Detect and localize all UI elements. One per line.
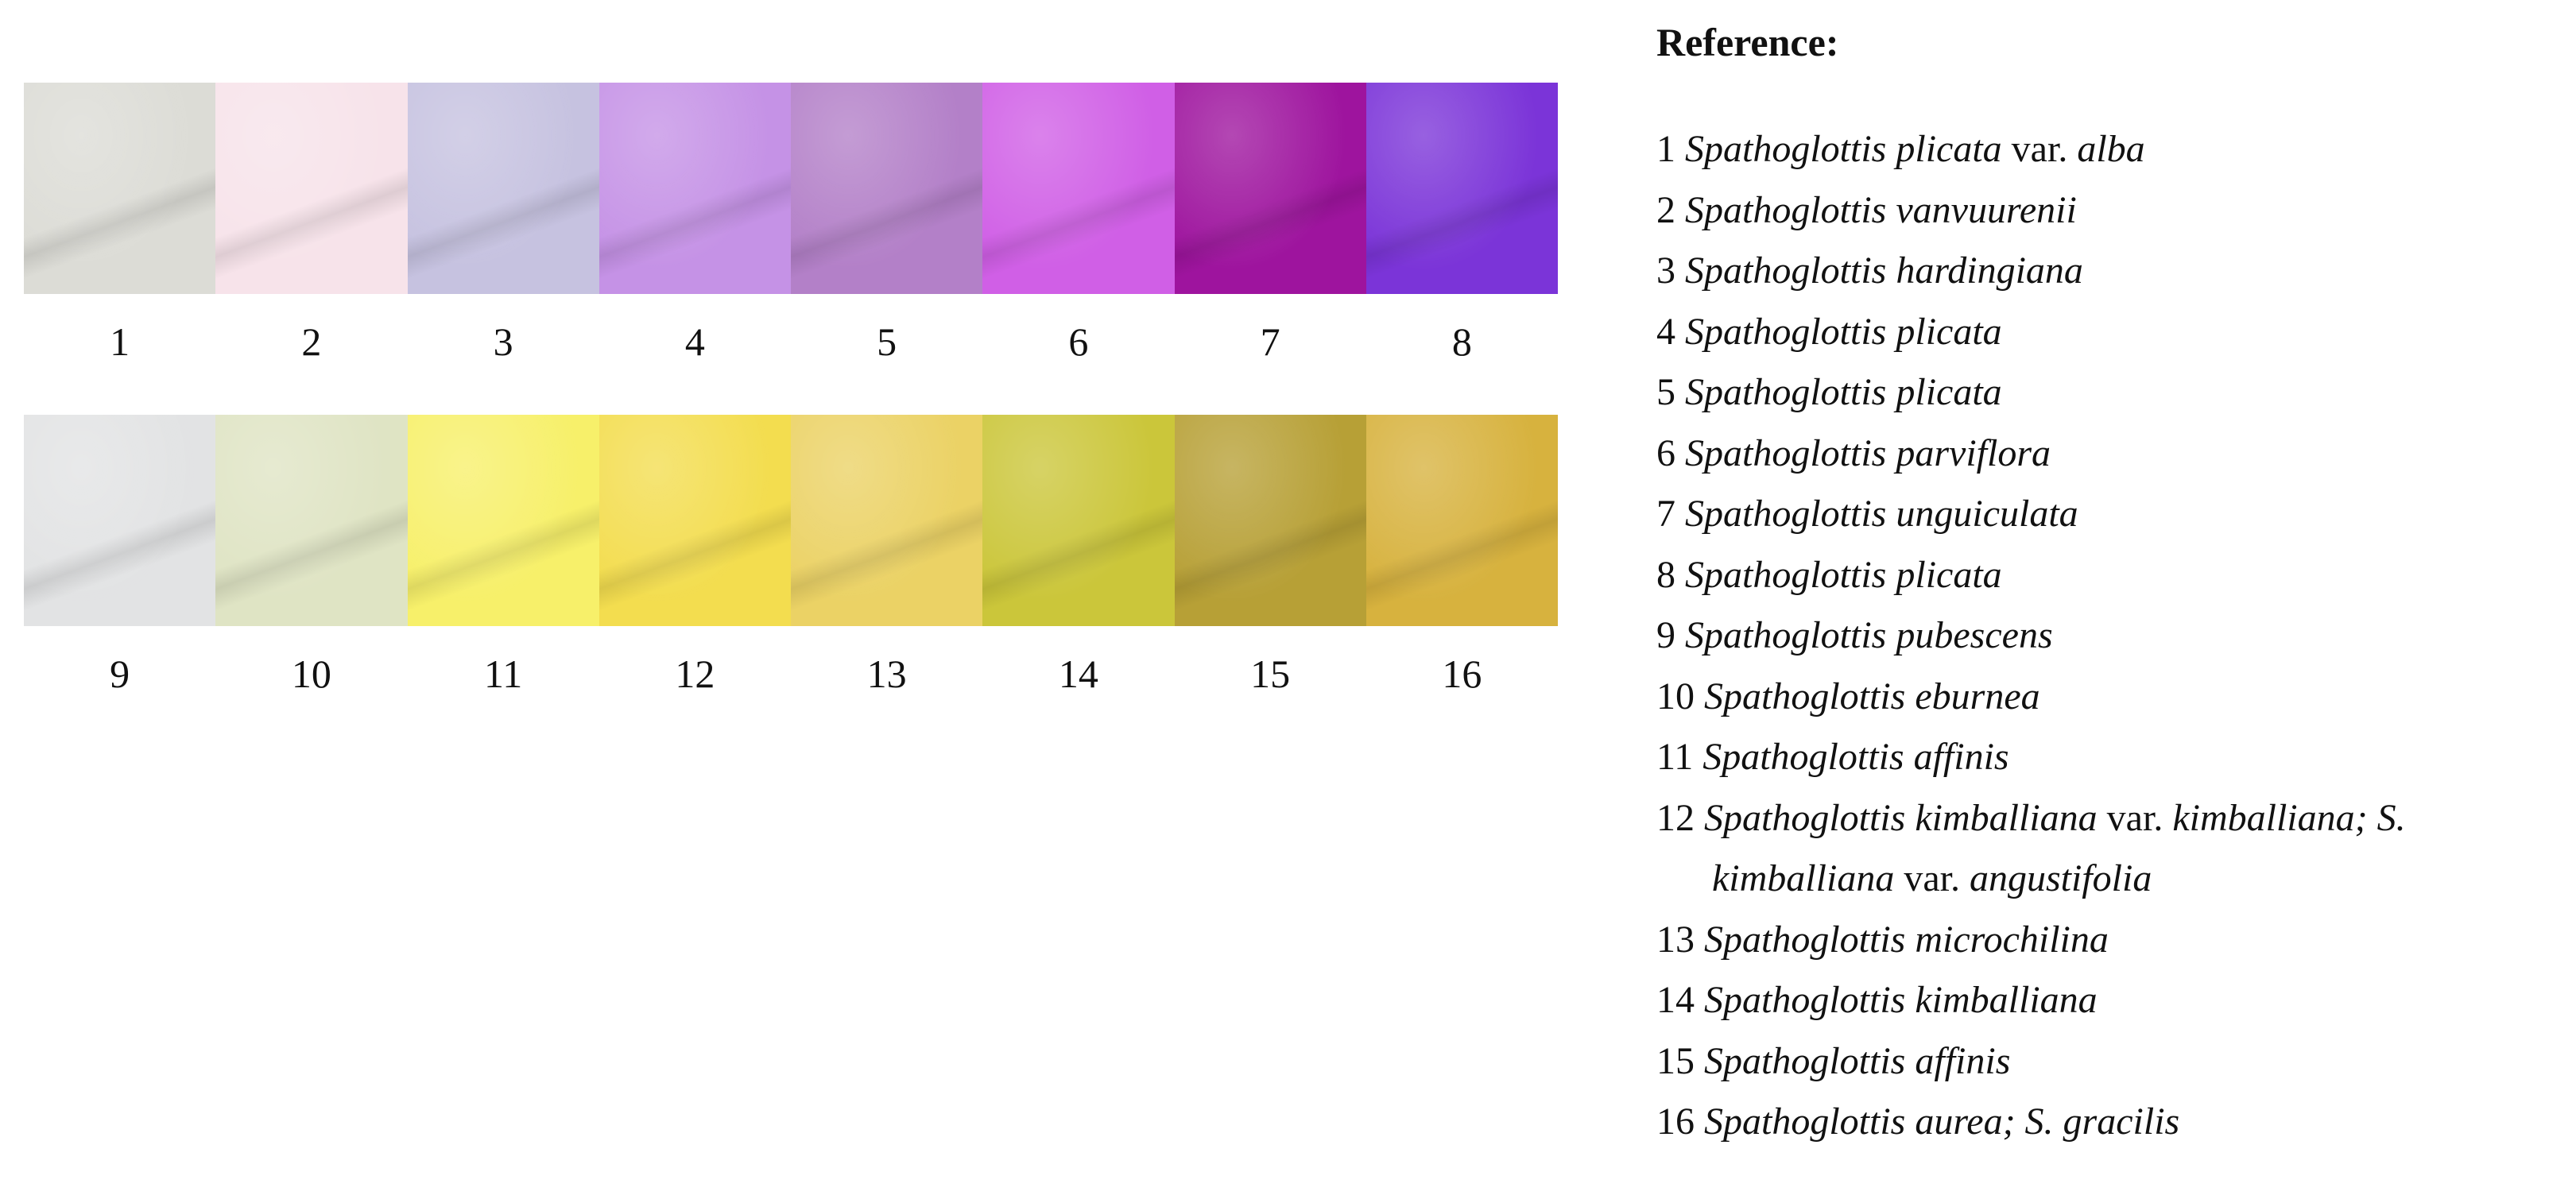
reference-item: 12 Spathoglottis kimballiana var. kimbal… — [1656, 788, 2562, 910]
color-swatch-4 — [598, 83, 791, 294]
color-swatch-8 — [1365, 83, 1558, 294]
taxon-name: Spathoglottis pubescens — [1685, 614, 2053, 656]
reference-item: 16 Spathoglottis aurea; S. gracilis — [1656, 1092, 2562, 1153]
color-swatch-13 — [791, 415, 983, 626]
swatch-number-16: 16 — [1442, 652, 1482, 696]
reference-text: 7 — [1656, 493, 1685, 535]
color-swatch-7 — [1174, 83, 1366, 294]
reference-item: 10 Spathoglottis eburnea — [1656, 667, 2562, 728]
reference-item: 6 Spathoglottis parviflora — [1656, 423, 2562, 485]
reference-item: 4 Spathoglottis plicata — [1656, 302, 2562, 363]
reference-text: var. — [2001, 128, 2078, 170]
reference-text: 4 — [1656, 310, 1685, 353]
taxon-name: Spathoglottis plicata — [1685, 553, 2002, 596]
reference-panel: Reference: 1 Spathoglottis plicata var. … — [1656, 17, 2562, 1153]
reference-text: var. — [2097, 796, 2173, 839]
swatch-number-15: 15 — [1250, 652, 1291, 696]
taxon-name: Spathoglottis affinis — [1704, 1039, 2011, 1082]
color-swatch-14 — [982, 415, 1175, 626]
color-swatch-15 — [1174, 415, 1366, 626]
reference-item: 5 Spathoglottis plicata — [1656, 362, 2562, 423]
reference-item: 9 Spathoglottis pubescens — [1656, 605, 2562, 667]
swatch-number-5: 5 — [877, 319, 897, 364]
reference-item: 2 Spathoglottis vanvuurenii — [1656, 180, 2562, 242]
color-swatch-2 — [215, 83, 408, 294]
taxon-name: Spathoglottis eburnea — [1704, 675, 2040, 717]
reference-text: 14 — [1656, 979, 1704, 1021]
reference-text: 16 — [1656, 1100, 1704, 1143]
reference-text: 3 — [1656, 249, 1685, 292]
reference-text: var. — [1894, 857, 1970, 899]
reference-item: 11 Spathoglottis affinis — [1656, 727, 2562, 788]
color-swatch-12 — [598, 415, 791, 626]
swatch-number-11: 11 — [484, 652, 523, 696]
swatch-numbers-bottom: 9 10 11 12 13 14 15 16 — [24, 650, 1558, 698]
swatch-number-1: 1 — [110, 319, 130, 364]
reference-title: Reference: — [1656, 20, 1839, 64]
reference-text: 8 — [1656, 553, 1685, 596]
reference-text: 12 — [1656, 796, 1704, 839]
reference-item: 14 Spathoglottis kimballiana — [1656, 970, 2562, 1031]
color-swatch-10 — [215, 415, 408, 626]
reference-item: 1 Spathoglottis plicata var. alba — [1656, 119, 2562, 180]
swatch-number-4: 4 — [684, 319, 705, 364]
taxon-name: Spathoglottis plicata — [1685, 128, 2002, 170]
taxon-name: angustifolia — [1969, 857, 2152, 899]
color-swatch-9 — [24, 415, 216, 626]
swatch-number-9: 9 — [110, 652, 130, 696]
taxon-name: alba — [2077, 128, 2145, 170]
swatch-number-14: 14 — [1058, 652, 1098, 696]
taxon-name: Spathoglottis affinis — [1702, 736, 2009, 778]
reference-text: 11 — [1656, 736, 1703, 778]
swatch-number-6: 6 — [1068, 319, 1089, 364]
swatch-number-2: 2 — [301, 319, 322, 364]
taxon-name: kimballiana; S. kimballiana — [1712, 796, 2406, 900]
swatch-row-top — [24, 83, 1558, 294]
reference-text: 15 — [1656, 1039, 1704, 1082]
reference-text: 2 — [1656, 188, 1685, 231]
swatch-number-7: 7 — [1260, 319, 1280, 364]
taxon-name: Spathoglottis kimballiana — [1704, 979, 2098, 1021]
color-swatch-3 — [407, 83, 599, 294]
swatch-numbers-top: 1 2 3 4 5 6 7 8 — [24, 318, 1558, 365]
reference-text: 5 — [1656, 371, 1685, 413]
color-swatch-5 — [791, 83, 983, 294]
color-swatch-1 — [24, 83, 216, 294]
reference-item: 3 Spathoglottis hardingiana — [1656, 241, 2562, 302]
swatch-number-8: 8 — [1451, 319, 1472, 364]
swatch-number-10: 10 — [291, 652, 331, 696]
reference-text: 13 — [1656, 918, 1704, 961]
swatch-row-bottom — [24, 415, 1558, 626]
taxon-name: Spathoglottis vanvuurenii — [1685, 188, 2077, 231]
taxon-name: Spathoglottis hardingiana — [1685, 249, 2083, 292]
reference-item: 15 Spathoglottis affinis — [1656, 1031, 2562, 1093]
swatch-number-12: 12 — [675, 652, 715, 696]
taxon-name: Spathoglottis parviflora — [1685, 431, 2051, 474]
color-swatch-16 — [1365, 415, 1558, 626]
taxon-name: Spathoglottis unguiculata — [1685, 493, 2078, 535]
reference-list: 1 Spathoglottis plicata var. alba 2 Spath… — [1656, 119, 2562, 1153]
reference-item: 13 Spathoglottis microchilina — [1656, 910, 2562, 971]
reference-text: 6 — [1656, 431, 1685, 474]
reference-item: 7 Spathoglottis unguiculata — [1656, 484, 2562, 545]
taxon-name: Spathoglottis aurea; S. gracilis — [1704, 1100, 2180, 1143]
taxon-name: Spathoglottis plicata — [1685, 371, 2002, 413]
taxon-name: Spathoglottis kimballiana — [1704, 796, 2098, 839]
reference-text: 9 — [1656, 614, 1685, 656]
taxon-name: Spathoglottis plicata — [1685, 310, 2002, 353]
swatch-number-3: 3 — [493, 319, 513, 364]
color-swatch-11 — [407, 415, 599, 626]
reference-item: 8 Spathoglottis plicata — [1656, 545, 2562, 606]
reference-text: 1 — [1656, 128, 1685, 170]
swatch-number-13: 13 — [866, 652, 907, 696]
reference-text: 10 — [1656, 675, 1704, 717]
color-swatch-6 — [982, 83, 1175, 294]
taxon-name: Spathoglottis microchilina — [1704, 918, 2109, 961]
